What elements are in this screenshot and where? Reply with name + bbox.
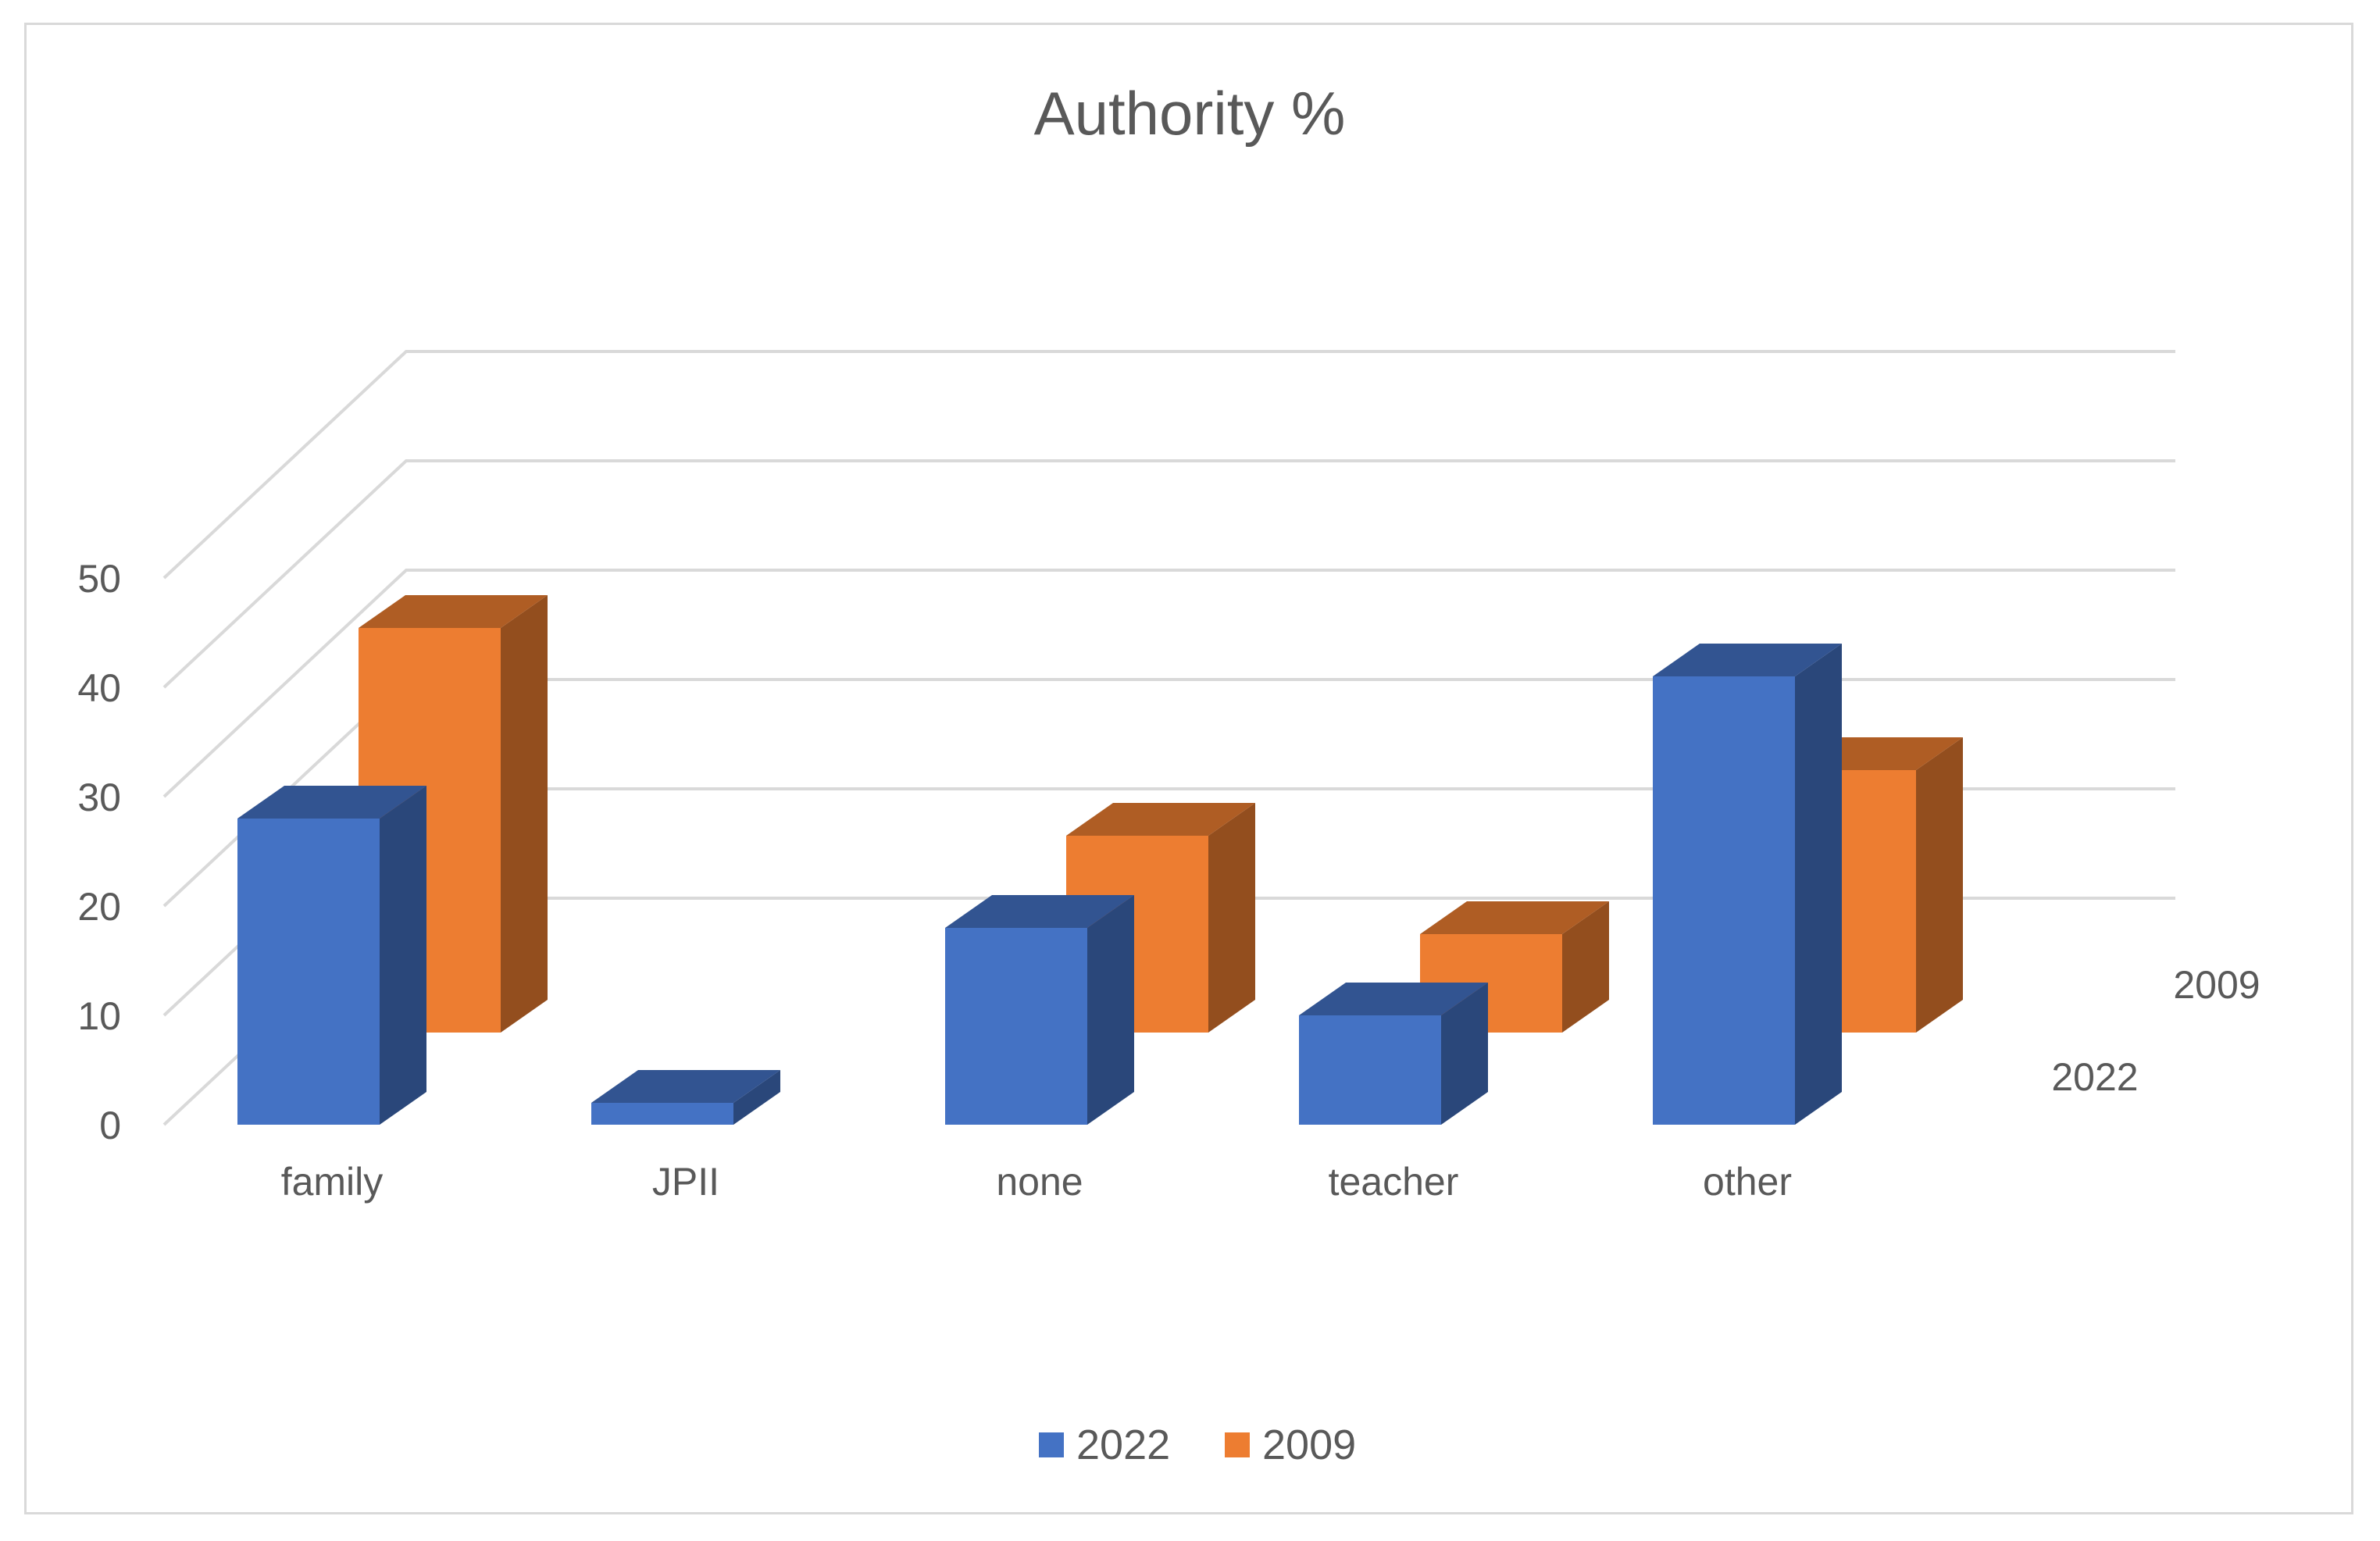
category-labels: family JPII none teacher other xyxy=(281,1160,1792,1204)
gridline-50 xyxy=(162,350,2175,580)
legend-label-2009: 2009 xyxy=(1262,1422,1356,1468)
y-tick-label: 30 xyxy=(77,776,121,819)
bar-2009-family-top xyxy=(359,595,548,628)
category-label-family: family xyxy=(281,1160,384,1204)
gridline-30 xyxy=(162,569,2175,798)
bar-2022-family xyxy=(237,786,426,1125)
legend-swatch-2009 xyxy=(1225,1432,1250,1457)
depth-label-2009: 2009 xyxy=(2173,963,2260,1007)
gridline-40 xyxy=(162,459,2175,689)
bar-2022-other-side xyxy=(1795,644,1842,1125)
bar-2022-JPII-front xyxy=(591,1103,733,1125)
bar-2022-none-top xyxy=(945,895,1134,928)
legend-swatch-2022 xyxy=(1039,1432,1064,1457)
depth-axis-labels: 2009 2022 xyxy=(2051,963,2260,1099)
bar-2022-JPII-side xyxy=(733,1070,780,1125)
bar-2022-none xyxy=(945,895,1134,1125)
bar-2022-teacher xyxy=(1299,983,1488,1125)
y-tick-label: 40 xyxy=(77,666,121,710)
bar-2022-none-front xyxy=(945,928,1087,1125)
bar-2009-teacher-top xyxy=(1420,901,1609,934)
bar-2022-teacher-side xyxy=(1441,983,1488,1125)
bar-2022-JPII-top xyxy=(591,1070,780,1103)
bar-2022-teacher-front xyxy=(1299,1015,1441,1125)
bar-2022-none-side xyxy=(1087,895,1134,1125)
y-tick-label: 0 xyxy=(99,1104,121,1147)
depth-label-2022: 2022 xyxy=(2051,1055,2138,1099)
chart-title: Authority % xyxy=(1034,79,1346,148)
legend: 2022 2009 xyxy=(1039,1422,1356,1468)
category-label-other: other xyxy=(1703,1160,1792,1204)
bar-2009-none-top xyxy=(1066,803,1255,836)
bar-2022-family-top xyxy=(237,786,426,819)
bar-2009-family xyxy=(359,595,548,1033)
bars xyxy=(237,595,1963,1125)
category-label-JPII: JPII xyxy=(652,1160,719,1204)
y-tick-label: 20 xyxy=(77,885,121,929)
bar-2009-family-side xyxy=(501,595,548,1033)
bar-2009-none-side xyxy=(1208,803,1255,1033)
y-tick-label: 10 xyxy=(77,994,121,1038)
bar-2009-other-side xyxy=(1916,737,1963,1033)
bar-2009-teacher-side xyxy=(1562,901,1609,1033)
y-tick-label: 50 xyxy=(77,557,121,601)
bar-2022-other xyxy=(1653,644,1842,1125)
legend-label-2022: 2022 xyxy=(1076,1422,1170,1468)
category-label-none: none xyxy=(996,1160,1083,1204)
category-label-teacher: teacher xyxy=(1329,1160,1459,1204)
bar-2022-family-side xyxy=(380,786,426,1125)
bar-2022-other-top xyxy=(1653,644,1842,676)
bar-2022-JPII xyxy=(591,1070,780,1125)
bar-2022-teacher-top xyxy=(1299,983,1488,1015)
bar-2022-family-front xyxy=(237,819,380,1125)
bar-2022-other-front xyxy=(1653,676,1795,1125)
y-axis-ticks: 0 10 20 30 40 50 xyxy=(77,557,121,1147)
